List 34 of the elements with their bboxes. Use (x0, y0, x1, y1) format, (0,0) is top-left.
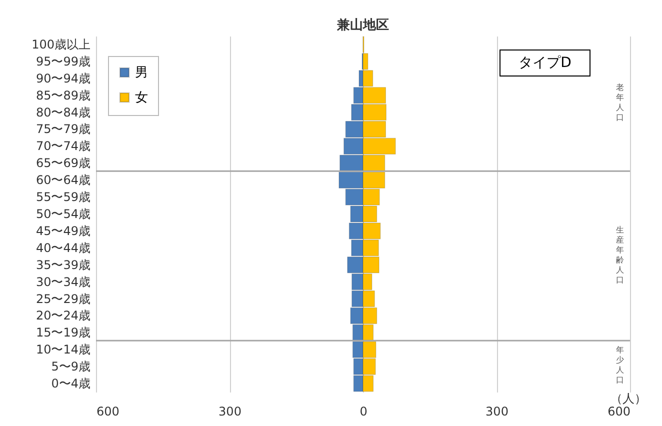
y-tick-label: 85〜89歳 (36, 88, 90, 102)
x-tick-label: 0 (360, 404, 368, 418)
y-tick-label: 65〜69歳 (36, 156, 90, 170)
annotation: 年少人口 (616, 346, 624, 385)
legend-label: 女 (135, 90, 148, 106)
y-tick-label: 55〜59歳 (36, 190, 90, 204)
x-tick-label: 600 (608, 404, 630, 418)
x-tick-label: 600 (96, 404, 120, 418)
y-tick-label: 100歳以上 (32, 37, 90, 52)
y-tick-label: 15〜19歳 (36, 326, 90, 340)
y-tick-label: 95〜99歳 (36, 54, 90, 68)
y-tick-label: 0〜4歳 (51, 376, 90, 391)
y-tick-label: 35〜39歳 (36, 258, 90, 272)
chart-title: 兼山地区 (336, 18, 389, 33)
y-tick-label: 80〜84歳 (36, 105, 90, 120)
x-tick-label: 300 (486, 404, 508, 418)
y-tick-label: 70〜74歳 (36, 139, 90, 154)
x-tick-label: 300 (218, 404, 242, 418)
y-tick-label: 30〜34歳 (36, 274, 90, 289)
y-tick-label: 60〜64歳 (36, 173, 90, 188)
y-tick-label: 75〜79歳 (36, 122, 90, 136)
y-tick-label: 40〜44歳 (36, 240, 90, 255)
annotation: 老年人口 (616, 82, 624, 122)
y-tick-label: 45〜49歳 (36, 224, 90, 238)
y-tick-label: 20〜24歳 (36, 308, 90, 323)
annotation: 生産年齢人口 (616, 225, 624, 284)
y-tick-label: 5〜9歳 (51, 360, 90, 374)
y-tick-label: 90〜94歳 (36, 71, 90, 86)
y-tick-label: 25〜29歳 (36, 292, 90, 306)
legend-label: 男 (135, 66, 148, 80)
y-tick-label: 50〜54歳 (36, 207, 90, 221)
x-axis-title: （人） (610, 392, 646, 406)
y-tick-label: 10〜14歳 (36, 342, 90, 357)
annotation: タイプD (518, 55, 572, 71)
